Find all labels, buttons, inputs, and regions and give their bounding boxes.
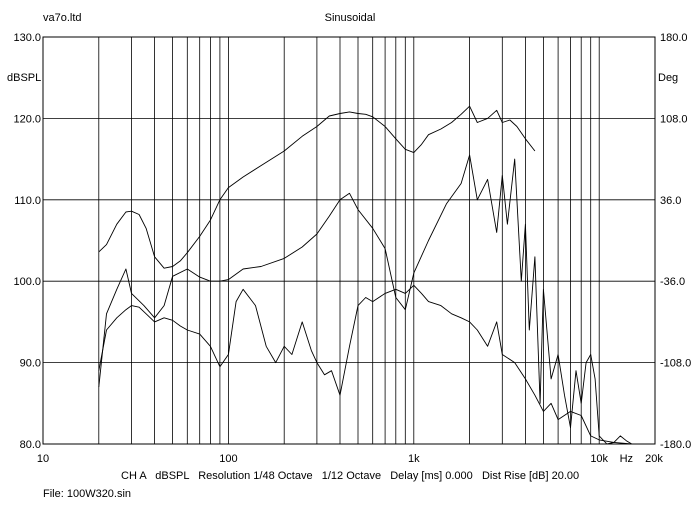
grid-lines: [43, 37, 655, 444]
y-tick-label: 90.0: [20, 358, 41, 370]
y2-tick-labels: -180.0 -108.0 -36.0 36.0 108.0 180.0: [660, 32, 691, 451]
trace-2: [98, 154, 633, 445]
y2-axis-label: Deg: [658, 72, 678, 84]
x-tick-label: 100: [219, 453, 237, 465]
y-tick-label: 80.0: [20, 439, 41, 451]
y-axis-label: dBSPL: [7, 72, 41, 84]
y2-tick-label: -180.0: [660, 439, 691, 451]
y-tick-label: 130.0: [13, 32, 41, 44]
y2-tick-label: 180.0: [660, 32, 688, 44]
plot-border: [42, 36, 656, 445]
y-tick-labels: 80.0 90.0 100.0 110.0 120.0 130.0: [13, 32, 41, 451]
y-tick-label: 120.0: [13, 113, 41, 125]
y2-tick-label: 36.0: [660, 195, 681, 207]
y-tick-label: 110.0: [14, 195, 41, 207]
y2-tick-label: -36.0: [660, 276, 685, 288]
x-tick-label: 10: [37, 453, 49, 465]
x-tick-labels: 10 100 1k 10k Hz 20k: [37, 453, 663, 465]
file-name-top: va7o.ltd: [43, 12, 82, 24]
trace-3: [98, 284, 632, 445]
settings-line: CH A dBSPL Resolution 1/48 Octave 1/12 O…: [121, 470, 579, 482]
y-tick-label: 100.0: [13, 276, 41, 288]
traces: [98, 105, 633, 445]
y2-tick-label: 108.0: [660, 113, 688, 125]
x-tick-label: Hz: [620, 453, 633, 465]
x-tick-label: 20k: [645, 453, 663, 465]
x-tick-label: 10k: [590, 453, 608, 465]
measurement-type: Sinusoidal: [325, 12, 376, 24]
file-line: File: 100W320.sin: [43, 488, 131, 500]
trace-1: [98, 105, 536, 269]
y2-tick-label: -108.0: [660, 358, 691, 370]
x-tick-label: 1k: [408, 453, 420, 465]
